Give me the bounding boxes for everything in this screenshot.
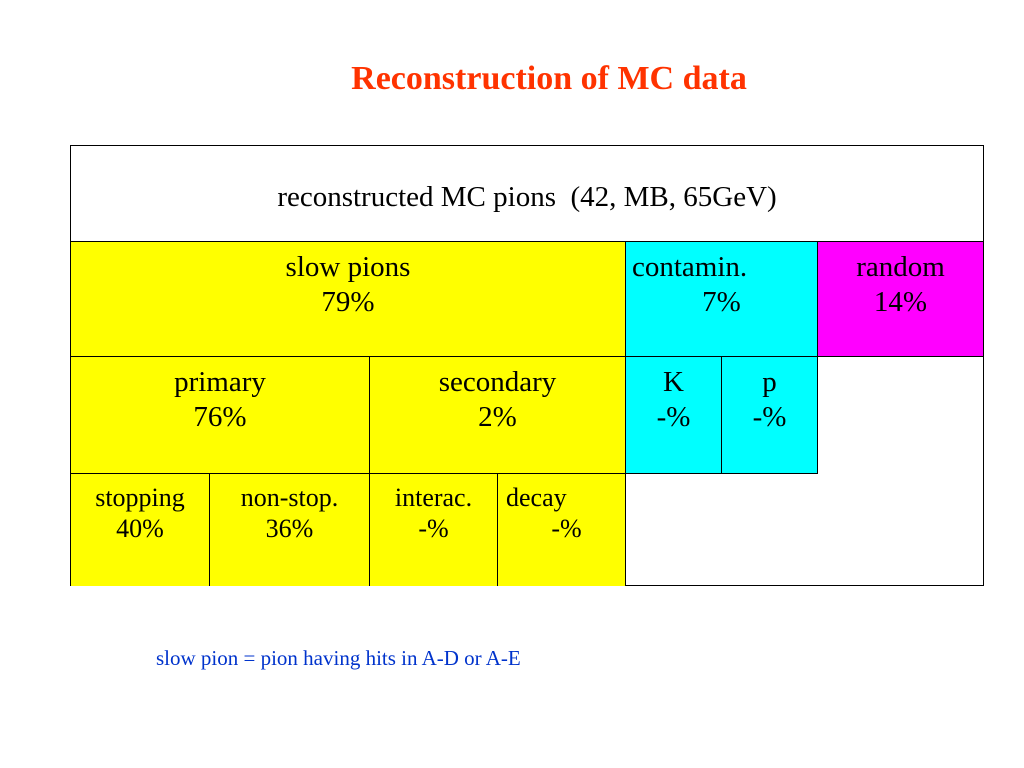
decay-value: -% — [551, 514, 582, 544]
proton-label: p — [762, 366, 777, 398]
stopping-label: stopping — [95, 483, 185, 512]
non-stop-cell: non-stop. 36% — [210, 474, 370, 586]
kaon-cell: K -% — [626, 357, 722, 474]
non-stop-value: 36% — [265, 514, 314, 544]
pion-breakdown-table: reconstructed MC pions (42, MB, 65GeV) s… — [70, 145, 984, 586]
slide-title: Reconstruction of MC data — [351, 60, 747, 97]
slow-pions-label: slow pions — [285, 251, 411, 283]
slow-pions-cell: slow pions 79% — [71, 242, 626, 357]
contamin-cell: contamin. 7% — [626, 242, 818, 357]
secondary-label: secondary — [438, 366, 557, 398]
slow-pions-value: 79% — [321, 285, 375, 318]
table-header-cell: reconstructed MC pions (42, MB, 65GeV) — [71, 146, 984, 242]
interac-value: -% — [418, 514, 449, 544]
stopping-value: 40% — [116, 514, 164, 544]
contamin-label: contamin. — [632, 251, 748, 283]
kaon-label: K — [663, 366, 684, 398]
stopping-cell: stopping 40% — [71, 474, 210, 586]
footnote: slow pion = pion having hits in A-D or A… — [156, 646, 521, 670]
decay-cell: decay -% — [498, 474, 626, 586]
random-value: 14% — [873, 285, 928, 318]
primary-cell: primary 76% — [71, 357, 370, 474]
random-label: random — [856, 251, 945, 283]
proton-value: -% — [752, 400, 787, 433]
secondary-value: 2% — [478, 400, 517, 433]
primary-label: primary — [174, 366, 266, 398]
random-cell: random 14% — [818, 242, 984, 357]
interac-cell: interac. -% — [370, 474, 498, 586]
secondary-cell: secondary 2% — [370, 357, 626, 474]
decay-label: decay — [506, 483, 567, 512]
contamin-value: 7% — [702, 285, 741, 318]
kaon-value: -% — [656, 400, 691, 433]
table-header-text: reconstructed MC pions (42, MB, 65GeV) — [277, 181, 777, 213]
proton-cell: p -% — [722, 357, 818, 474]
non-stop-label: non-stop. — [240, 483, 339, 512]
primary-value: 76% — [193, 400, 247, 433]
interac-label: interac. — [394, 483, 473, 512]
